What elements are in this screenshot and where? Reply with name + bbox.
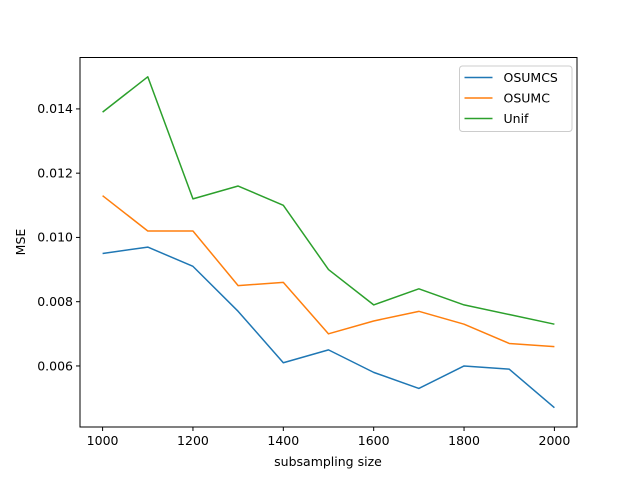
y-tick-label: 0.012	[37, 165, 73, 180]
legend-entry: OSUMC	[464, 91, 551, 106]
legend-box	[459, 65, 573, 132]
series-line-unif	[102, 76, 555, 325]
legend-label-osumc: OSUMC	[504, 91, 551, 106]
x-tick-label: 1200	[177, 433, 209, 448]
y-tick-label: 0.006	[37, 358, 73, 373]
legend-entry: Unif	[464, 111, 530, 126]
y-tick-label: 0.010	[37, 230, 73, 245]
legend: OSUMCS OSUMC Unif	[459, 65, 573, 132]
plot-frame	[79, 57, 578, 428]
legend-label-unif: Unif	[504, 111, 530, 126]
series-line-osumc	[102, 195, 555, 348]
x-tick-label: 1400	[267, 433, 299, 448]
plot-area: 1000 1200 1400 1600 1800 2000 0.006 0.008 0.010 0…	[37, 57, 578, 448]
y-axis-label: MSE	[13, 229, 28, 256]
legend-entry: OSUMCS	[464, 70, 558, 85]
x-axis-label: subsampling size	[274, 454, 382, 469]
x-tick-label: 1800	[448, 433, 480, 448]
x-tick-label: 1000	[87, 433, 119, 448]
y-tick-label: 0.008	[37, 294, 73, 309]
y-tick-label: 0.014	[37, 101, 73, 116]
x-tick-label: 2000	[539, 433, 571, 448]
x-tick-label: 1600	[358, 433, 390, 448]
series-line-osumcs	[102, 246, 555, 409]
legend-label-osumcs: OSUMCS	[504, 70, 558, 85]
